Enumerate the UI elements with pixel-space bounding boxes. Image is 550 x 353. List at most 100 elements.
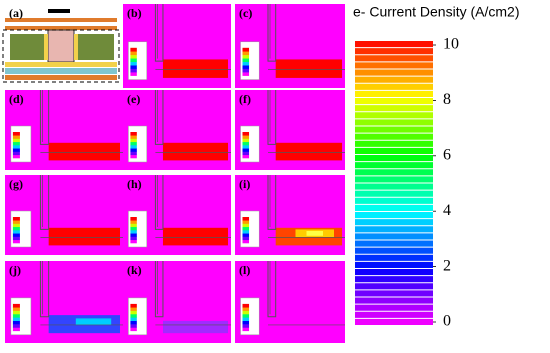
block [74,34,114,60]
mini-legend-band [130,54,137,59]
pillar [154,175,164,230]
colorbar-title: e- Current Density (A/cm2) [353,4,519,20]
mini-legend-band [242,226,250,231]
mini-legend-band [242,233,250,237]
colorbar-tick-label: 8 [443,91,451,108]
mini-legend-band [242,65,250,69]
colorbar-band [355,261,433,268]
colorbar-band [355,76,433,83]
mini-legend-band [130,230,137,234]
colorbar-band [355,219,433,226]
layer [5,62,117,67]
current-region [162,142,228,161]
colorbar-band [355,297,433,304]
panel [123,261,231,343]
mini-legend-band [12,148,20,152]
mini-legend-band [242,239,250,244]
mini-legend-band [242,324,250,328]
mini-legend-band [242,151,250,156]
mini-legend-band [130,51,137,56]
mini-legend-band [130,239,137,244]
colorbar-band [355,240,433,247]
panel-label: (j) [9,263,21,277]
bottom-layer [5,75,117,80]
mini-legend-band [12,239,20,244]
colorbar-band [355,162,433,169]
mini-legend-band [12,320,20,325]
mini-legend-band [12,141,20,146]
colorbar-band [355,98,433,105]
mini-legend-band [242,223,250,228]
liner [74,34,78,60]
pillar [267,175,277,230]
colorbar-band [355,197,433,204]
mini-legend-band [130,135,137,139]
top-layer [5,18,117,22]
mini-legend-band [12,310,20,315]
mini-legend-band [242,310,250,315]
mini-legend-band [242,51,250,56]
panel [235,175,345,255]
mini-legend-band [130,310,137,315]
mini-legend-band [242,148,250,152]
pillar [154,261,164,318]
mini-legend-band [12,154,20,159]
colorbar-band [355,126,433,133]
mini-legend-band [12,135,20,139]
colorbar-band [355,226,433,233]
mini-legend-band [12,217,20,221]
mini-legend-band [242,68,250,73]
mini-legend-band [242,236,250,241]
colorbar-band [355,204,433,211]
mini-legend-band [130,151,137,156]
colorbar-band [355,304,433,311]
mini-legend-band [130,138,137,143]
mini-legend-band [12,132,20,136]
current-region [162,227,228,246]
mini-legend-band [12,226,20,231]
colorbar-band [355,90,433,97]
mini-legend-band [130,223,137,228]
colorbar-tick-label: 10 [443,36,459,53]
mini-legend-band [12,223,20,228]
mini-legend-band [242,58,250,62]
panel [235,90,345,170]
current-region [275,59,342,78]
colorbar-tick-label: 6 [443,146,451,163]
mini-legend-band [130,220,137,224]
schematic [2,9,120,83]
panel [123,175,231,255]
pillar [47,29,75,63]
mini-legend-band [242,47,250,52]
mini-legend-band [130,154,137,159]
pillar [39,261,50,318]
mini-legend-band [12,327,20,332]
panel-label: (l) [239,263,250,277]
colorbar-band [355,290,433,297]
mini-legend-band [242,317,250,322]
panel [5,175,123,255]
colorbar-band [355,254,433,261]
mini-legend-band [12,303,20,308]
mini-legend-band [242,145,250,149]
mini-legend-band [130,61,137,66]
panel-label: (f) [239,92,251,106]
mini-legend-band [12,317,20,322]
colorbar-band [355,112,433,119]
mini-legend-band [242,54,250,59]
mini-legend-band [12,233,20,237]
panel-label: (e) [127,92,140,106]
mini-legend-band [130,145,137,149]
colorbar-band [355,147,433,154]
mini-legend-band [242,313,250,318]
pillar [267,90,277,145]
colorbar-band [355,247,433,254]
mini-legend-band [12,236,20,241]
colorbar-band [355,140,433,147]
mini-legend-band [242,230,250,234]
mini-legend-band [242,303,250,308]
mini-legend-band [130,320,137,325]
mini-legend-band [130,327,137,332]
colorbar-band [355,212,433,219]
colorbar-band [355,155,433,162]
